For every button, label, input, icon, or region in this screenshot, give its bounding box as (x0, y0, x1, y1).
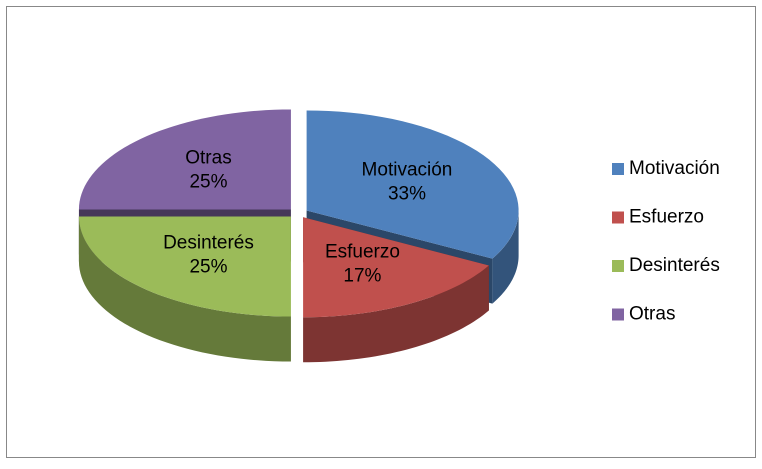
legend-swatch (612, 211, 624, 224)
legend-swatch (612, 308, 624, 321)
slice-label: Desinterés (163, 232, 254, 253)
legend-label: Esfuerzo (629, 207, 704, 228)
slice (306, 110, 519, 259)
slice-rim (78, 216, 291, 362)
legend-label: Motivación (629, 158, 720, 179)
slice (78, 109, 291, 210)
legend-swatch (612, 260, 624, 272)
legend-swatch (612, 163, 624, 175)
slice-label: Motivación (362, 159, 453, 180)
slice-rim (303, 265, 489, 363)
legend-label: Otras (629, 304, 675, 325)
slice-value: 33% (388, 183, 426, 204)
slice-value: 17% (343, 266, 381, 287)
legend-label: Desinterés (629, 255, 720, 276)
slice-value: 25% (189, 256, 227, 277)
slice-label: Otras (185, 148, 231, 169)
slice (78, 216, 291, 317)
slice (303, 217, 489, 318)
slice-label: Esfuerzo (325, 242, 400, 263)
slice-rim (492, 210, 519, 304)
slice-value: 25% (189, 172, 227, 193)
